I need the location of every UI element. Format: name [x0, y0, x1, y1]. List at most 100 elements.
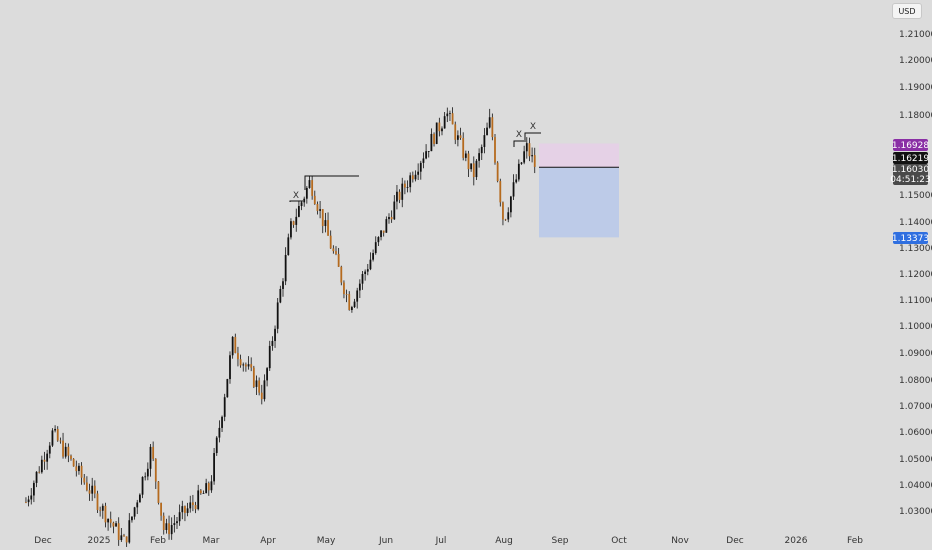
candle-body — [390, 217, 393, 220]
candle-body — [292, 221, 295, 225]
candle-body — [358, 283, 361, 291]
y-tick-label: 1.06000 — [899, 428, 932, 438]
candle-body — [242, 364, 245, 366]
candle-body — [290, 221, 292, 238]
candle-body — [136, 502, 139, 508]
candle-body — [194, 505, 197, 510]
candle-body — [263, 380, 266, 400]
candle-body — [417, 171, 420, 175]
candle-body — [101, 505, 104, 511]
candle-body — [512, 182, 515, 197]
x-tick-label: Jul — [435, 536, 447, 546]
candle-body — [382, 230, 385, 233]
candle-body — [197, 490, 200, 510]
annotation-x: X — [530, 122, 536, 132]
candle-body — [78, 465, 80, 472]
x-tick-label: Sep — [552, 536, 569, 546]
candle-body — [75, 466, 78, 472]
candle-body — [181, 506, 184, 513]
candle-body — [154, 458, 157, 482]
candle-body — [25, 501, 27, 503]
candle-body — [287, 237, 290, 256]
candle-body — [91, 485, 94, 494]
x-tick-label: Oct — [611, 536, 627, 546]
candle-body — [462, 137, 465, 158]
candle-body — [234, 336, 237, 354]
candle-body — [213, 453, 215, 482]
candle-body — [67, 446, 70, 456]
candle-body — [425, 151, 427, 159]
candle-body — [221, 416, 223, 428]
candle-body — [324, 220, 327, 227]
candle-body — [454, 124, 457, 140]
candle-body — [380, 230, 382, 238]
candle-body — [348, 294, 351, 311]
candle-body — [226, 379, 229, 398]
annotation-x: X — [293, 191, 299, 201]
y-tick-label: 1.13000 — [899, 244, 932, 254]
candle-body — [486, 127, 488, 136]
y-tick-label: 1.19000 — [899, 83, 932, 93]
candle-body — [218, 427, 221, 438]
candle-body — [284, 255, 287, 282]
candle-body — [96, 493, 99, 510]
candle-body — [138, 494, 141, 503]
candle-body — [83, 477, 86, 483]
candle-body — [112, 522, 115, 527]
candle-body — [409, 175, 412, 188]
candle-body — [443, 116, 446, 129]
candle-body — [472, 163, 475, 178]
stop-loss-zone[interactable] — [539, 143, 619, 168]
candle-body — [303, 198, 306, 203]
candle-body — [282, 281, 284, 289]
price-tag-upper-label: 1.16928 — [892, 141, 929, 151]
countdown-label: 04:51:23 — [890, 175, 930, 185]
structure-line-april — [289, 200, 303, 202]
y-tick-label: 1.04000 — [899, 481, 932, 491]
candle-body — [327, 220, 329, 236]
candle-body — [199, 490, 202, 494]
candle-body — [170, 525, 173, 535]
candle-body — [107, 518, 109, 523]
candle-body — [427, 151, 430, 152]
y-tick-label: 1.20000 — [899, 56, 932, 66]
candle-body — [35, 471, 38, 483]
price-tag-current-label: 1.16030 — [892, 165, 929, 175]
candle-body — [157, 481, 160, 503]
candle-body — [343, 282, 345, 295]
candle-body — [210, 481, 213, 491]
candle-body — [48, 445, 51, 454]
candle-body — [369, 259, 372, 270]
candle-body — [162, 515, 165, 531]
x-tick-label: Dec — [34, 536, 51, 546]
price-axis[interactable]: 1.21000 1.20000 1.19000 1.18000 1.15000 … — [899, 30, 932, 517]
y-tick-label: 1.14000 — [899, 218, 932, 228]
candle-body — [279, 288, 282, 303]
candle-body — [406, 187, 409, 188]
candle-body — [311, 180, 314, 196]
x-tick-label: 2025 — [88, 536, 111, 546]
x-tick-label: Apr — [260, 536, 276, 546]
candle-body — [393, 201, 396, 220]
candle-body — [433, 133, 435, 144]
candle-body — [488, 117, 491, 128]
take-profit-zone[interactable] — [539, 167, 619, 238]
candle-body — [451, 113, 454, 125]
candle-body — [237, 353, 239, 360]
candle-body — [141, 476, 144, 495]
candle-body — [191, 502, 194, 506]
time-axis[interactable]: Dec 2025 Feb Mar Apr May Jun Jul Aug Sep… — [34, 536, 863, 546]
candle-body — [72, 458, 75, 467]
candle-body — [258, 380, 261, 393]
structure-line-aug-1 — [513, 140, 526, 147]
candle-body — [398, 191, 401, 200]
candle-body — [504, 219, 507, 221]
candle-body — [54, 428, 56, 431]
candle-body — [388, 217, 390, 220]
currency-button[interactable]: USD — [892, 3, 922, 19]
candle-body — [115, 523, 117, 527]
candle-body — [478, 153, 480, 161]
candle-body — [507, 212, 510, 220]
candles — [25, 107, 536, 547]
